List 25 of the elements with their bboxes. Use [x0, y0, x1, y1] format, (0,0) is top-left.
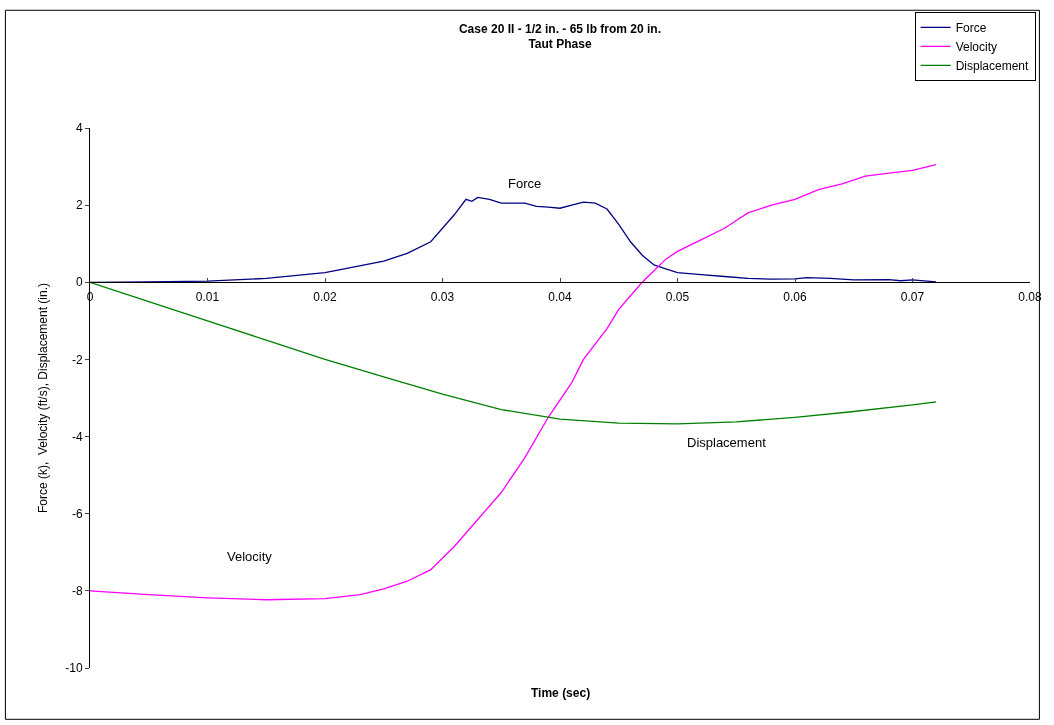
x-tick-label: 0.06 — [783, 289, 807, 304]
y-tick-label: -8 — [71, 584, 83, 599]
y-tick-label: -6 — [71, 506, 83, 521]
x-tick-label: 0.05 — [665, 289, 690, 304]
y-tick-label: -4 — [71, 429, 83, 444]
legend-label: Force — [955, 21, 987, 36]
annotation: Velocity — [227, 549, 273, 564]
x-tick-label: 0.03 — [430, 289, 455, 304]
y-tick-label: 0 — [75, 275, 83, 290]
y-tick-label: 2 — [75, 198, 83, 213]
x-tick-label: 0.04 — [548, 289, 572, 304]
y-axis-title: Force (k), Velocity (ft/s), Displacement (in.) — [35, 282, 50, 514]
x-axis-title: Time (sec) — [531, 686, 591, 700]
x-tick-label: 0.01 — [195, 289, 220, 304]
legend-label: Displacement — [955, 59, 1029, 74]
annotation: Displacement — [687, 435, 767, 450]
y-tick-label: 4 — [75, 121, 83, 136]
x-tick-label: 0.07 — [900, 289, 925, 304]
y-tick-label: -2 — [71, 352, 83, 367]
chart-subtitle: Taut Phase — [528, 37, 592, 52]
legend-label: Velocity — [955, 40, 997, 55]
y-tick-label: -10 — [65, 661, 83, 676]
x-tick-label: 0.02 — [313, 289, 337, 304]
chart-title: Case 20 II - 1/2 in. - 65 lb from 20 in. — [458, 21, 662, 36]
annotation: Force — [508, 176, 542, 191]
